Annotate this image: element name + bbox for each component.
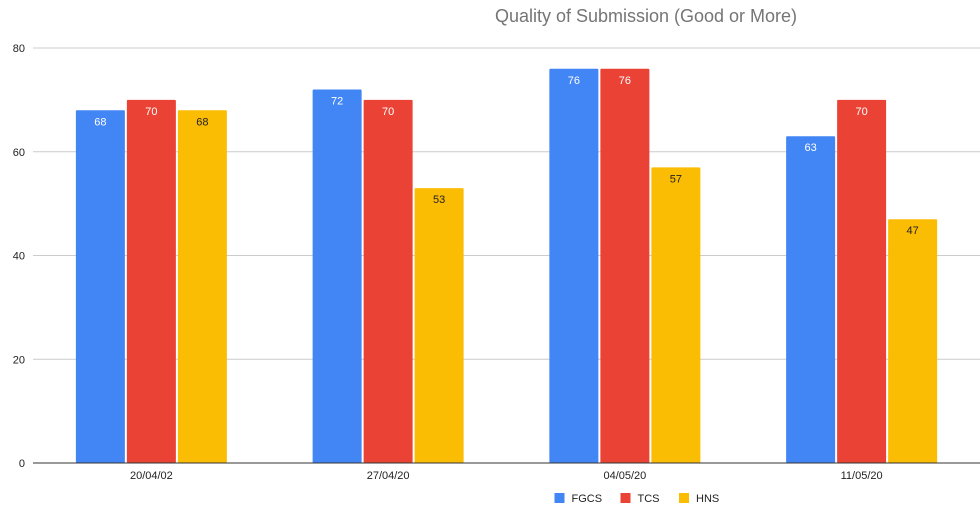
bars bbox=[75, 68, 938, 463]
y-tick-label: 40 bbox=[13, 251, 25, 263]
chart-title: Quality of Submission (Good or More) bbox=[495, 6, 797, 26]
bar-value-label: 57 bbox=[670, 173, 682, 185]
bar-value-label: 70 bbox=[382, 106, 394, 118]
bar-fgcs-3 bbox=[786, 136, 836, 463]
bar-hns-1 bbox=[414, 188, 464, 463]
legend-label: FGCS bbox=[572, 493, 603, 505]
bar-value-label: 63 bbox=[805, 142, 817, 154]
bar-tcs-1 bbox=[363, 99, 413, 463]
x-tick-label: 27/04/20 bbox=[367, 470, 410, 482]
legend-swatch bbox=[679, 493, 689, 503]
bar-hns-3 bbox=[888, 219, 938, 463]
x-tick-label: 11/05/20 bbox=[841, 470, 883, 482]
bar-fgcs-1 bbox=[312, 89, 362, 463]
y-tick-label: 60 bbox=[13, 147, 25, 159]
bar-value-label: 47 bbox=[907, 225, 919, 237]
bar-value-label: 76 bbox=[619, 75, 631, 87]
bar-tcs-3 bbox=[837, 99, 887, 463]
bar-value-label: 68 bbox=[94, 116, 106, 128]
y-tick-label: 20 bbox=[13, 354, 25, 366]
bar-data-labels: 68 70 68 72 70 53 76 76 57 63 70 47 bbox=[94, 75, 919, 237]
bar-value-label: 53 bbox=[433, 194, 445, 206]
x-axis-ticks: 20/04/02 27/04/20 04/05/20 11/05/20 bbox=[130, 470, 883, 482]
legend-item-hns: HNS bbox=[679, 493, 719, 505]
legend-item-tcs: TCS bbox=[620, 493, 660, 505]
x-tick-label: 04/05/20 bbox=[603, 470, 646, 482]
y-tick-label: 0 bbox=[19, 458, 25, 470]
bar-value-label: 72 bbox=[331, 96, 343, 108]
legend-item-fgcs: FGCS bbox=[554, 493, 603, 505]
legend: FGCS TCS HNS bbox=[554, 493, 719, 505]
bar-tcs-0 bbox=[126, 99, 176, 463]
bar-value-label: 70 bbox=[145, 106, 157, 118]
bar-value-label: 70 bbox=[856, 106, 868, 118]
legend-label: HNS bbox=[696, 493, 719, 505]
y-axis-ticks: 0 20 40 60 80 bbox=[13, 43, 25, 470]
bar-value-label: 76 bbox=[568, 75, 580, 87]
legend-swatch bbox=[620, 493, 631, 503]
bar-hns-0 bbox=[177, 110, 227, 463]
bar-hns-2 bbox=[651, 167, 701, 463]
bar-fgcs-0 bbox=[75, 110, 125, 463]
legend-swatch bbox=[554, 493, 565, 503]
bar-fgcs-2 bbox=[549, 68, 599, 463]
y-tick-label: 80 bbox=[13, 43, 25, 55]
bar-value-label: 68 bbox=[196, 116, 208, 128]
legend-label: TCS bbox=[638, 493, 660, 505]
bar-tcs-2 bbox=[600, 68, 650, 463]
x-tick-label: 20/04/02 bbox=[130, 470, 173, 482]
